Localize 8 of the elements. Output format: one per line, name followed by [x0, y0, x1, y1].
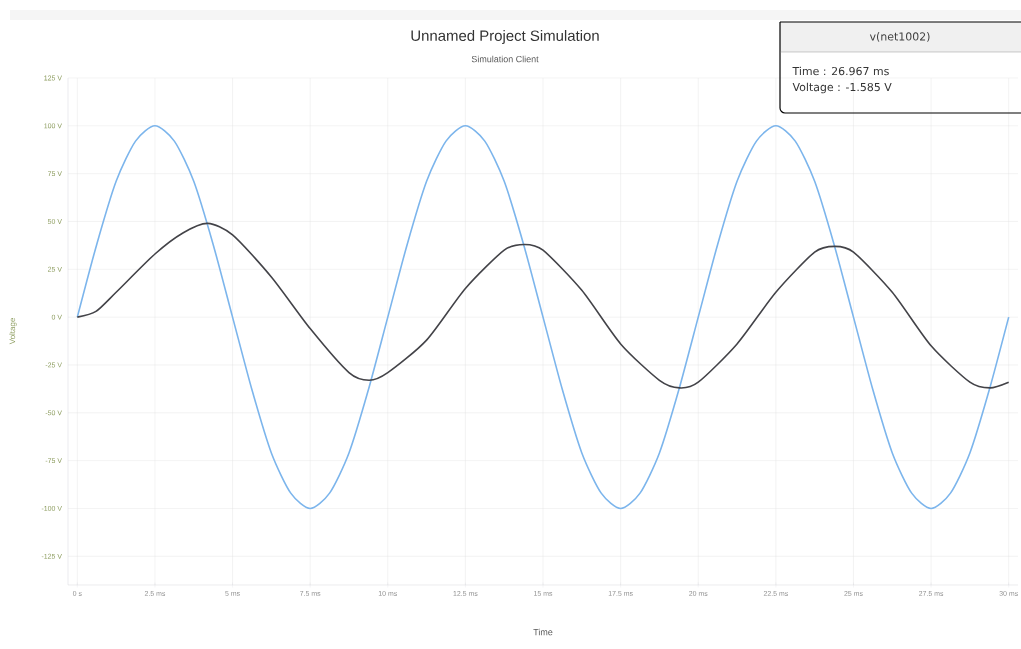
annotation: Voltage : -1.585 V — [792, 82, 892, 94]
line-series — [76, 222, 1010, 389]
chart-subtitle: Simulation Client — [471, 55, 539, 63]
text: v(net1002) — [869, 32, 930, 42]
chart-title: Unnamed Project Simulation — [411, 30, 599, 44]
x-axis-title: Time — [533, 628, 553, 636]
text: Time : 26.967 ms — [792, 66, 889, 76]
line-series — [76, 125, 1010, 510]
